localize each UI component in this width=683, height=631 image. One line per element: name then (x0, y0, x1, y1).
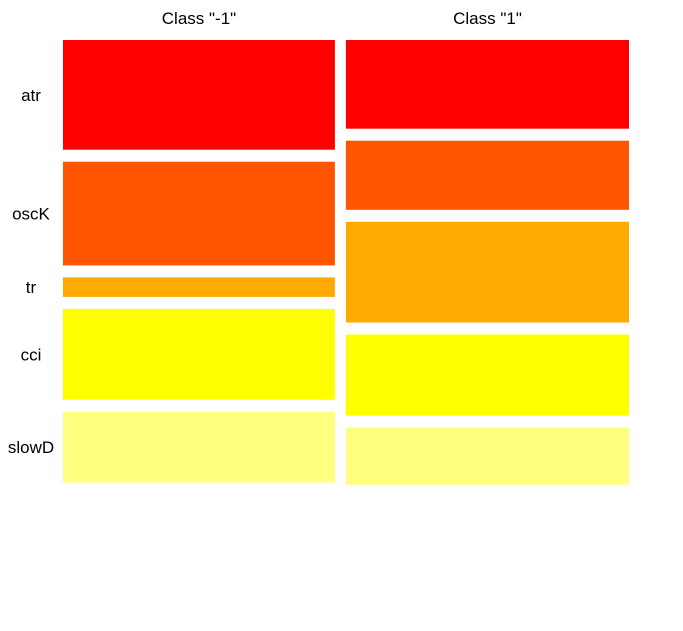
mosaic-tile-tr (63, 277, 335, 297)
row-label-cci: cci (21, 345, 42, 364)
column-title: Class "1" (453, 9, 522, 28)
mosaic-tile-slowD (345, 427, 629, 485)
mosaic-tile-oscK (63, 161, 335, 266)
mosaic-tile-cci (63, 308, 335, 400)
mosaic-tile-cci (345, 334, 629, 416)
row-label-slowD: slowD (8, 438, 54, 457)
row-label-tr: tr (26, 278, 37, 297)
mosaic-tiles (63, 40, 629, 485)
column-title: Class "-1" (162, 9, 236, 28)
mosaic-tile-slowD (63, 411, 335, 483)
mosaic-tile-atr (63, 40, 335, 150)
row-label-atr: atr (21, 86, 41, 105)
row-label-oscK: oscK (12, 205, 50, 224)
mosaic-tile-oscK (345, 140, 629, 210)
row-labels: atr oscK tr cci slowD (8, 86, 54, 457)
mosaic-tile-tr (345, 221, 629, 323)
column-titles: Class "-1" Class "1" (162, 9, 522, 28)
mosaic-tile-atr (345, 40, 629, 129)
